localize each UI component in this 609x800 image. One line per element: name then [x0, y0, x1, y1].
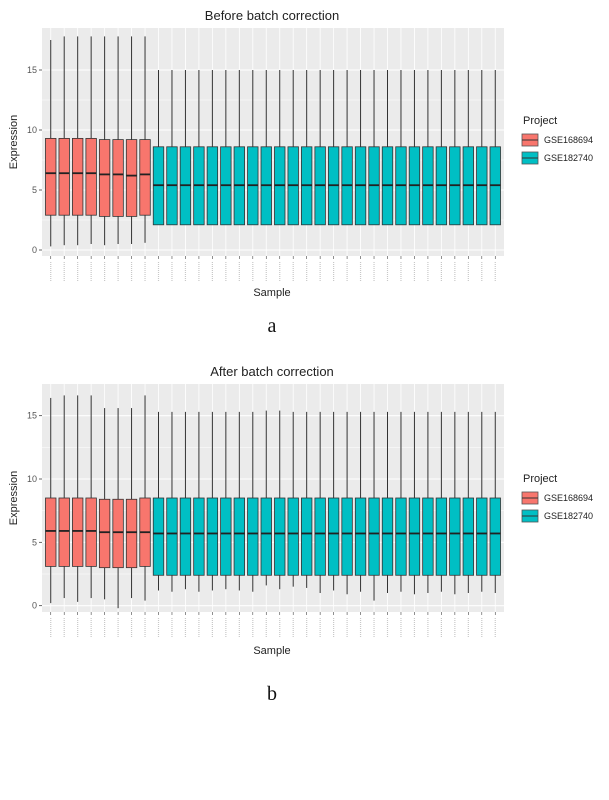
x-axis-title: Sample	[253, 287, 290, 299]
box	[408, 497, 421, 576]
x-axis-title: Sample	[253, 645, 290, 657]
y-tick-label: 0	[32, 245, 37, 255]
y-axis-title: Expression	[8, 471, 20, 525]
boxplots	[45, 395, 501, 609]
chart-title: Before batch correction	[205, 8, 339, 23]
box	[85, 137, 97, 216]
box	[166, 497, 178, 576]
legend-label: GSE182740	[544, 153, 593, 163]
box	[206, 497, 219, 576]
box	[327, 497, 340, 576]
boxplots	[45, 36, 501, 247]
y-axis: 0 5 10 15	[27, 65, 42, 255]
y-axis: 0 5 10 15	[27, 411, 42, 611]
y-tick-label: 15	[27, 65, 37, 75]
box	[422, 497, 434, 576]
legend-title: Project	[523, 115, 557, 127]
box	[58, 497, 70, 567]
box	[58, 137, 70, 216]
box	[395, 497, 407, 576]
box	[112, 498, 124, 569]
panel-label-a: a	[268, 315, 277, 337]
box	[368, 497, 380, 576]
legend-key-gse182740	[521, 151, 539, 165]
box	[179, 497, 192, 576]
box	[247, 497, 259, 576]
legend-label: GSE168694	[544, 135, 593, 145]
box	[462, 497, 474, 576]
y-axis-title: Expression	[8, 115, 20, 169]
y-tick-label: 5	[32, 185, 37, 195]
box	[435, 497, 448, 576]
plot-panel	[42, 384, 504, 612]
y-tick-label: 0	[32, 601, 37, 611]
box	[193, 497, 205, 576]
box	[301, 497, 313, 576]
legend-key-gse168694	[521, 491, 539, 505]
box	[220, 497, 232, 576]
legend-key-gse168694	[521, 133, 539, 147]
box	[45, 137, 57, 216]
box	[274, 497, 286, 576]
box	[85, 497, 97, 567]
x-axis	[50, 256, 496, 282]
box	[98, 498, 111, 569]
box	[72, 497, 84, 567]
box	[341, 497, 353, 576]
legend-label: GSE182740	[544, 511, 593, 521]
box	[152, 497, 165, 576]
y-tick-label: 10	[27, 474, 37, 484]
box	[381, 497, 394, 576]
box	[98, 139, 111, 217]
legend-key-gse182740	[521, 509, 539, 523]
box	[45, 497, 57, 567]
legend: Project GSE168694 GSE182740	[521, 473, 593, 523]
panel-label-b: b	[267, 683, 277, 705]
box	[476, 497, 488, 576]
box	[125, 498, 138, 569]
chart-after-correction: After batch correction 0 5 10 15 Expression…	[8, 364, 593, 705]
box	[125, 139, 138, 217]
x-axis	[50, 612, 496, 638]
box	[449, 497, 461, 576]
plot-panel	[42, 28, 504, 256]
y-tick-label: 10	[27, 125, 37, 135]
box	[260, 497, 272, 576]
box	[112, 139, 124, 217]
y-tick-label: 5	[32, 537, 37, 547]
legend: Project GSE168694 GSE182740	[521, 115, 593, 165]
y-tick-label: 15	[27, 411, 37, 421]
box	[72, 137, 84, 216]
box	[287, 497, 299, 576]
box	[314, 497, 326, 576]
box	[354, 497, 367, 576]
legend-label: GSE168694	[544, 493, 593, 503]
box	[233, 497, 245, 576]
box	[489, 497, 501, 576]
chart-before-correction: Before batch correction 0 5 10 15 Expressio…	[8, 8, 593, 337]
box	[139, 139, 151, 216]
legend-title: Project	[523, 473, 557, 485]
chart-title: After batch correction	[210, 364, 334, 379]
